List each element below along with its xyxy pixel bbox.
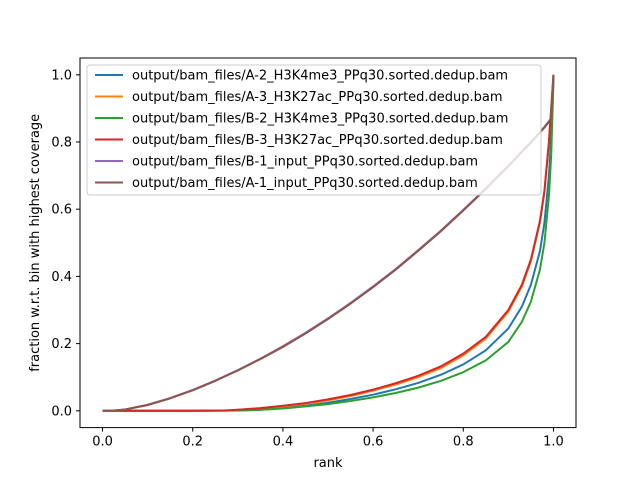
y-tick-label: 0.8 xyxy=(51,136,72,151)
legend-label-2: output/bam_files/A-3_H3K27ac_PPq30.sorte… xyxy=(132,90,503,105)
legend-frame xyxy=(86,64,542,196)
x-axis-label: rank xyxy=(313,456,343,471)
x-axis: 0.0 0.2 0.4 0.6 0.8 1.0 xyxy=(92,427,564,450)
x-tick-label: 0.2 xyxy=(182,435,203,450)
plot-frame xyxy=(79,57,577,429)
legend-label-4: output/bam_files/B-3_H3K27ac_PPq30.sorte… xyxy=(132,133,503,148)
y-axis-label: fraction w.r.t. bin with highest coverag… xyxy=(28,114,43,372)
y-tick-label: 0.2 xyxy=(51,337,72,352)
x-tick-label: 0.0 xyxy=(92,435,113,450)
legend: output/bam_files/A-2_H3K4me3_PPq30.sorte… xyxy=(86,64,542,196)
y-tick-label: 1.0 xyxy=(51,68,72,83)
series-line-4 xyxy=(102,74,555,412)
x-tick-label: 0.4 xyxy=(273,435,294,450)
legend-label-1: output/bam_files/A-2_H3K4me3_PPq30.sorte… xyxy=(132,69,508,84)
legend-label-3: output/bam_files/B-2_H3K4me3_PPq30.sorte… xyxy=(132,112,508,127)
y-tick-label: 0.4 xyxy=(51,270,72,285)
x-tick-label: 0.6 xyxy=(363,435,384,450)
legend-label-5: output/bam_files/B-1_input_PPq30.sorted.… xyxy=(132,155,478,170)
y-tick-label: 0.6 xyxy=(51,203,72,218)
x-tick-label: 1.0 xyxy=(543,435,564,450)
y-axis: 0.0 0.2 0.4 0.6 0.8 1.0 xyxy=(51,68,80,419)
y-tick-label: 0.0 xyxy=(51,404,72,419)
x-tick-label: 0.8 xyxy=(453,435,474,450)
legend-label-6: output/bam_files/A-1_input_PPq30.sorted.… xyxy=(132,176,478,191)
